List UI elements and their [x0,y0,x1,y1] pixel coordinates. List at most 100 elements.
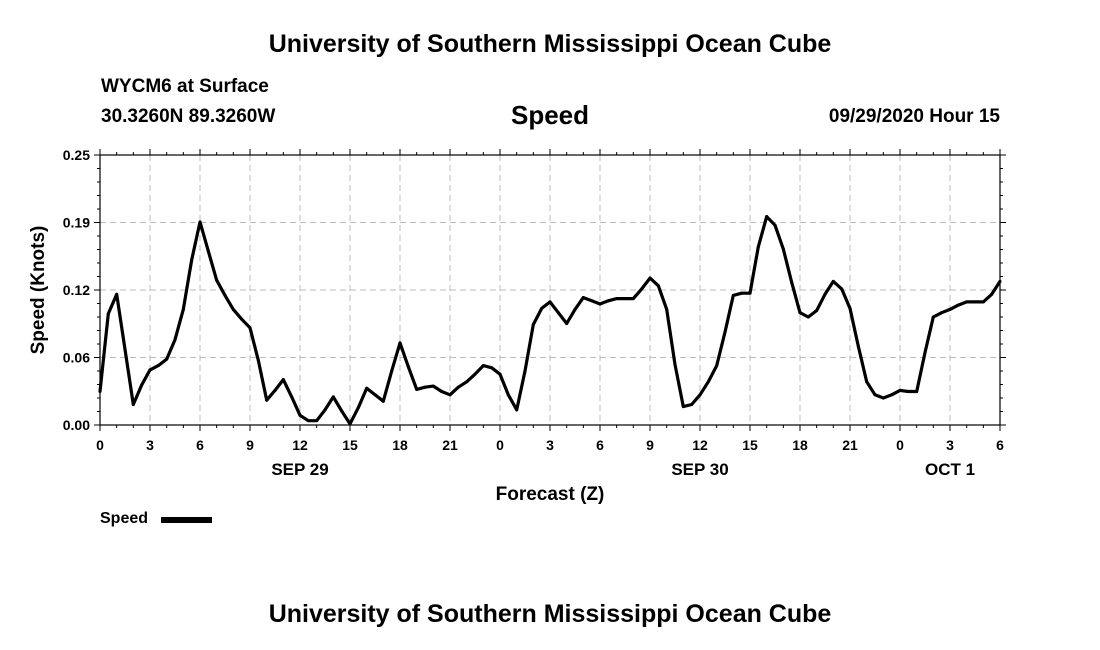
speed-data-point [981,300,985,304]
x-tick-label: 0 [896,437,904,453]
speed-data-point [756,245,760,249]
speed-data-point [281,378,285,382]
datetime-label: 09/29/2020 Hour 15 [828,106,1000,127]
speed-data-point [448,393,452,397]
speed-data-point [715,364,719,368]
y-tick-label: 0.00 [63,417,90,433]
x-tick-label: 6 [196,437,204,453]
x-tick-label: 18 [392,437,408,453]
speed-data-point [898,388,902,392]
speed-data-point [606,299,610,303]
bottom-title: University of Southern Mississippi Ocean… [268,600,832,628]
speed-data-point [948,307,952,311]
y-axis-label: Speed (Knots) [28,226,49,355]
speed-data-point [590,299,594,303]
speed-data-point [240,317,244,321]
speed-data-point [681,405,685,409]
speed-data-point [306,419,310,423]
x-tick-label: 15 [742,437,758,453]
speed-data-point [673,363,677,367]
speed-data-point [748,291,752,295]
speed-data-point [931,315,935,319]
speed-data-point [356,406,360,410]
speed-data-point [706,380,710,384]
speed-data-point [890,393,894,397]
speed-data-point [656,284,660,288]
speed-data-point [515,408,519,412]
speed-data-point [165,357,169,361]
x-tick-label: 21 [442,437,458,453]
speed-data-point [248,326,252,330]
x-tick-label: 12 [692,437,708,453]
speed-data-point [740,291,744,295]
x-tick-label: 0 [96,437,104,453]
speed-data-point [640,287,644,291]
speed-data-point [815,309,819,313]
speed-data-point [381,399,385,403]
speed-data-point [431,384,435,388]
speed-data-point [798,311,802,315]
x-tick-label: 6 [996,437,1004,453]
date-labels: SEP 29 SEP 30 OCT 1 [271,460,975,479]
speed-data-point [831,279,835,283]
speed-data-point [506,393,510,397]
speed-data-point [623,297,627,301]
speed-data-point [565,321,569,325]
speed-data-point [198,220,202,224]
speed-data-point [573,307,577,311]
speed-data-point [465,380,469,384]
speed-data-point [231,307,235,311]
x-tick-label: 15 [342,437,358,453]
date-label: SEP 30 [671,460,728,479]
speed-data-point [298,413,302,417]
x-tick-label: 3 [946,437,954,453]
speed-data-point [873,393,877,397]
speed-data-point [648,276,652,280]
y-tick-label: 0.06 [63,350,90,366]
speed-data-point [923,351,927,355]
date-label: SEP 29 [271,460,328,479]
station-label: WYCM6 at Surface [101,76,269,97]
x-tick-label: 3 [546,437,554,453]
speed-data-point [806,315,810,319]
x-tick-label: 21 [842,437,858,453]
chart-title: Speed [510,100,590,130]
speed-data-point [731,293,735,297]
y-axis: 0.00 0.06 0.12 0.19 0.25 [63,147,1006,433]
speed-data-point [998,279,1002,283]
speed-data-point [223,293,227,297]
speed-data-point [348,422,352,426]
x-tick-label: 18 [792,437,808,453]
speed-data-point [615,297,619,301]
x-tick-label: 12 [292,437,308,453]
speed-data-point [973,300,977,304]
speed-data-point [365,386,369,390]
speed-data-point [531,323,535,327]
legend-label: Speed [100,510,149,527]
speed-data-point [598,302,602,306]
speed-data-point [156,364,160,368]
speed-data-point [915,390,919,394]
coords-label: 30.3260N 89.3260W [101,106,276,127]
speed-data-point [140,383,144,387]
speed-data-point [340,409,344,413]
speed-data-point [548,300,552,304]
y-tick-label: 0.25 [63,147,90,163]
speed-data-point [473,372,477,376]
speed-data-point [273,388,277,392]
speed-data-point [173,338,177,342]
y-tick-label: 0.12 [63,282,90,298]
speed-data-point [556,311,560,315]
speed-data-point [323,408,327,412]
speed-data-point [940,311,944,315]
x-tick-label: 6 [596,437,604,453]
speed-data-point [98,390,102,394]
speed-data-point [490,366,494,370]
speed-data-point [906,390,910,394]
speed-data-point [856,344,860,348]
grid-lines [100,155,1000,425]
x-axis-label: Forecast (Z) [496,484,605,505]
speed-data-point [723,330,727,334]
speed-data-point [781,247,785,251]
